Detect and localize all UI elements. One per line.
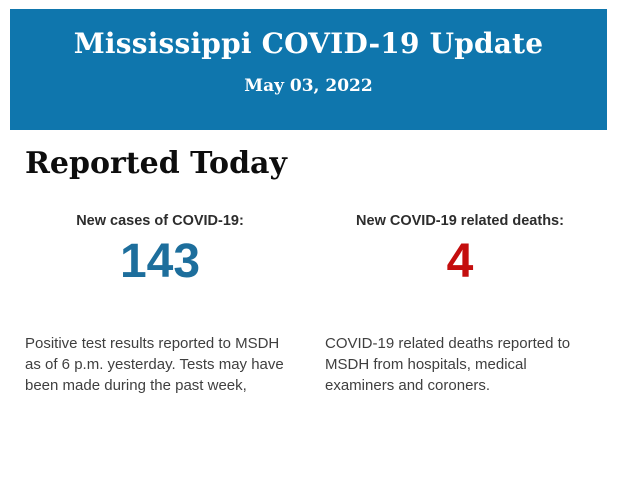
content: Reported Today New cases of COVID-19: 14… bbox=[0, 130, 620, 396]
stat-new-deaths-value: 4 bbox=[446, 235, 474, 288]
stats-row: New cases of COVID-19: 143 Positive test… bbox=[25, 213, 595, 396]
header-date: May 03, 2022 bbox=[244, 76, 373, 96]
stat-new-deaths: New COVID-19 related deaths: 4 COVID-19 … bbox=[325, 213, 595, 396]
newsletter-page: Mississippi COVID-19 Update May 03, 2022… bbox=[0, 9, 620, 483]
stat-new-cases-value: 143 bbox=[119, 235, 201, 288]
stat-new-deaths-description: COVID-19 related deaths reported to MSDH… bbox=[325, 335, 571, 394]
stat-new-deaths-label: New COVID-19 related deaths: bbox=[356, 213, 564, 229]
stat-new-cases-label: New cases of COVID-19: bbox=[76, 213, 244, 229]
section-title: Reported Today bbox=[25, 146, 287, 181]
page-title: Mississippi COVID-19 Update bbox=[73, 27, 544, 60]
header-banner: Mississippi COVID-19 Update May 03, 2022 bbox=[10, 9, 607, 130]
stat-new-cases-description: Positive test results reported to MSDH a… bbox=[25, 335, 284, 394]
stat-new-cases: New cases of COVID-19: 143 Positive test… bbox=[25, 213, 295, 396]
